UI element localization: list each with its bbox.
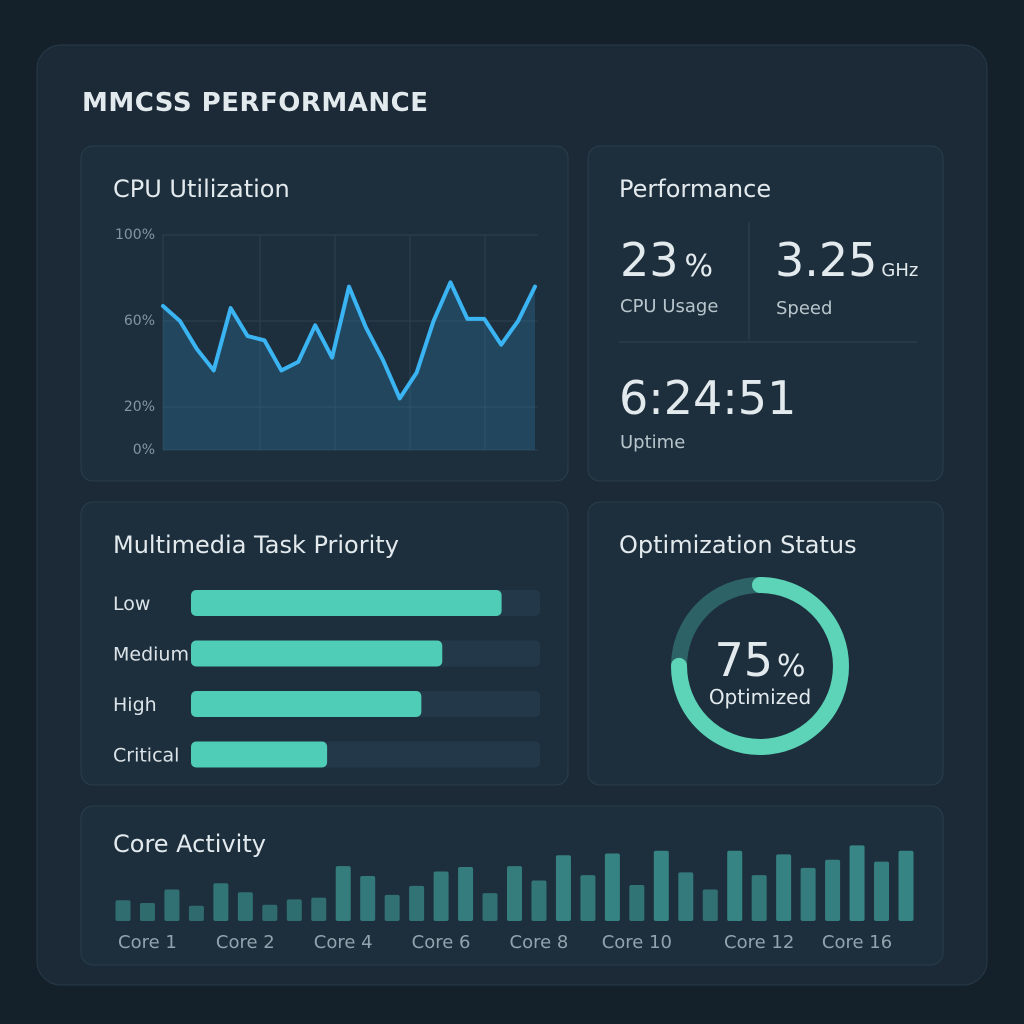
- y-tick-label: 100%: [115, 227, 155, 243]
- core-bar: [384, 894, 400, 921]
- panel-title: Performance: [619, 175, 771, 203]
- x-tick-label: Core 6: [412, 932, 471, 953]
- core-bar: [776, 854, 792, 921]
- core-bar: [286, 899, 302, 921]
- stat-label: Uptime: [620, 432, 685, 453]
- core-bar: [188, 905, 204, 921]
- core-bar: [507, 866, 522, 921]
- stat-value: 23%: [620, 233, 713, 287]
- core-bar: [849, 845, 865, 921]
- x-tick-label: Core 1: [118, 932, 177, 953]
- core-bar: [433, 871, 449, 921]
- gauge-arc: [671, 577, 849, 755]
- core-bar: [335, 866, 351, 921]
- optimization-panel: [587, 501, 944, 786]
- core-bar: [751, 875, 767, 921]
- core-bar: [213, 883, 229, 921]
- y-tick-label: 0%: [133, 442, 155, 458]
- panel-title: Multimedia Task Priority: [113, 531, 399, 559]
- panel-title: Optimization Status: [619, 531, 857, 559]
- core-bar: [898, 850, 914, 921]
- x-tick-label: Core 10: [602, 932, 672, 953]
- cpu-panel: [80, 145, 569, 482]
- core-bar: [237, 892, 253, 921]
- performance-panel: [587, 145, 944, 482]
- core-bar: [702, 889, 718, 921]
- panel-title: CPU Utilization: [113, 175, 290, 203]
- x-tick-label: Core 2: [216, 932, 275, 953]
- stat-value: 3.25 GHz: [775, 233, 918, 287]
- x-tick-label: Core 4: [314, 932, 373, 953]
- core-bar: [727, 850, 743, 921]
- bar: [191, 640, 443, 667]
- category-label: High: [113, 694, 157, 716]
- core-bar: [653, 850, 669, 921]
- x-tick-label: Core 8: [510, 932, 569, 953]
- bar: [191, 741, 328, 768]
- core-bar: [458, 867, 474, 921]
- gauge-label: Optimized: [709, 685, 811, 709]
- gauge-value: 75%: [714, 633, 805, 687]
- x-tick-label: Core 16: [822, 932, 892, 953]
- category-label: Critical: [113, 745, 179, 767]
- stat-value: 6:24:51: [619, 371, 796, 425]
- stat-label: CPU Usage: [620, 296, 718, 317]
- bar: [191, 590, 502, 616]
- line: [161, 280, 537, 401]
- core-bar: [360, 876, 376, 921]
- core-bar: [580, 875, 596, 921]
- core-bar: [555, 855, 571, 921]
- dashboard-title: MMCSS PERFORMANCE: [82, 88, 428, 118]
- core-bar: [531, 880, 547, 921]
- core-bar: [262, 904, 278, 921]
- core-bar: [482, 893, 498, 921]
- stat-label: Speed: [776, 298, 832, 319]
- y-tick-label: 20%: [124, 399, 155, 415]
- bar: [191, 691, 422, 717]
- core-bar: [678, 872, 694, 921]
- core-bar: [874, 861, 890, 921]
- core-bar: [409, 885, 425, 921]
- y-tick-label: 60%: [124, 313, 155, 329]
- category-label: Medium: [113, 644, 189, 666]
- core-bar: [311, 897, 327, 921]
- core-bar: [825, 859, 841, 921]
- line-area: [163, 282, 535, 450]
- x-tick-label: Core 12: [724, 932, 794, 953]
- category-label: Low: [113, 593, 150, 615]
- core-bar: [164, 889, 180, 921]
- core-bar: [629, 885, 645, 921]
- core-bar: [604, 853, 620, 921]
- core-bar: [800, 867, 816, 921]
- panel-title: Core Activity: [113, 830, 266, 858]
- core-bar: [115, 900, 131, 921]
- core-bar: [139, 903, 155, 921]
